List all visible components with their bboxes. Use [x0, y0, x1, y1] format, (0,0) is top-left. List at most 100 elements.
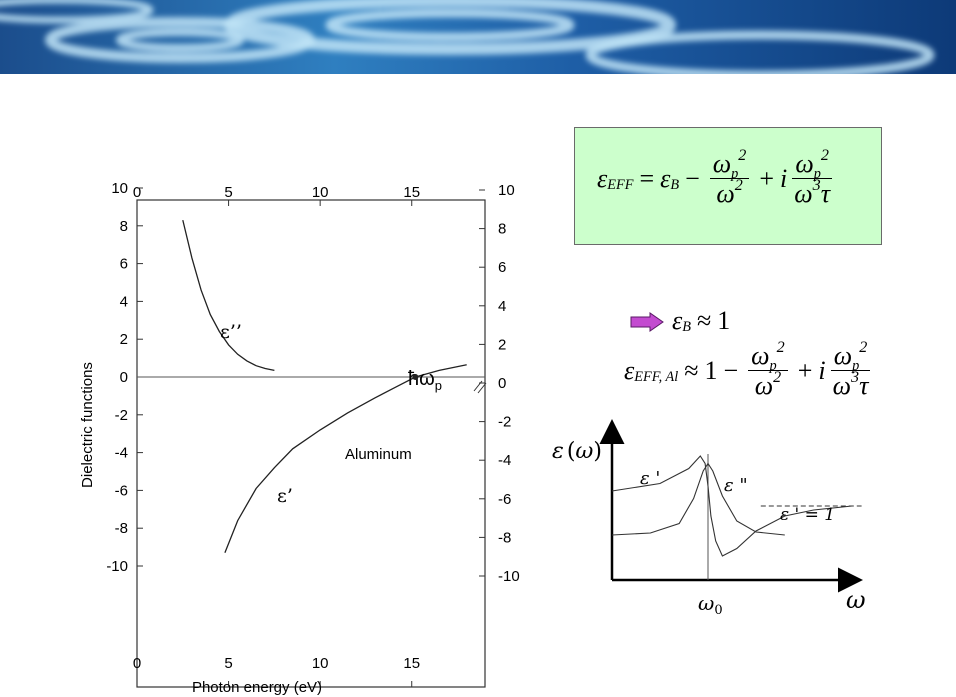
omega-symbol: ω	[716, 179, 735, 209]
approx-sign: ≈	[696, 306, 712, 335]
exponent: 2	[738, 146, 747, 164]
y-tick-label-left: 6	[120, 256, 128, 273]
x-tick-label-bottom: 0	[133, 655, 141, 672]
eps-eff-subscript: EFF	[607, 176, 634, 193]
y-tick-label-left: -8	[115, 520, 128, 537]
omega0-tick-label: ω0	[698, 591, 723, 618]
eps-symbol: ε	[552, 439, 564, 464]
plus-sign: +	[797, 355, 813, 385]
y-tick-label-right: 10	[498, 182, 515, 199]
y-tick-label-left: -6	[115, 482, 128, 499]
y-tick-label-right: -2	[498, 414, 511, 431]
omega-symbol: ω	[751, 341, 770, 370]
y-tick-label-left: 2	[120, 331, 128, 348]
eps-eff-symbol: ε	[597, 163, 608, 193]
inset-x-axis-label: ω	[846, 586, 866, 614]
eps-b-subscript: B	[682, 318, 691, 335]
damping-fraction: ωp 2 ω3τ	[830, 338, 872, 401]
main-chart: 0 0 5 5 10 10 15 15 10 10 8 8 6 6 4 4 2 2 0 0 -2 -2 -4 -4 -6 -6 -8…	[79, 180, 520, 696]
x-axis-label: Photon energy (eV)	[192, 679, 322, 696]
inset-y-axis-label: ε (ω)	[552, 439, 602, 464]
plus-sign: +	[759, 163, 775, 193]
y-tick-label-left: 8	[120, 218, 128, 235]
plasmon-symbol: ħω	[408, 368, 435, 390]
material-annotation: Aluminum	[345, 446, 412, 463]
tau-symbol: τ	[820, 179, 830, 209]
imaginary-unit: i	[818, 355, 826, 385]
omega-symbol: ω	[794, 179, 813, 209]
eps-eff-al-subscript: EFF, Al	[634, 368, 679, 385]
y-tick-label-left: 4	[120, 293, 128, 310]
inset-eps-double-prime-curve	[611, 462, 785, 536]
axis-break-mark	[473, 380, 487, 394]
y-tick-label-right: 4	[498, 298, 506, 315]
zero-subscript: 0	[714, 603, 722, 618]
inset-eps-prime-curve	[611, 455, 853, 557]
exponent: 2	[859, 338, 868, 356]
y-tick-label-right: 0	[498, 375, 506, 392]
y-axis-label: Dielectric functions	[79, 362, 96, 488]
x-tick-label-top: 15	[403, 184, 420, 201]
omega-symbol: ω	[795, 149, 814, 178]
omega-symbol: ω	[754, 371, 774, 401]
y-tick-label-right: 8	[498, 221, 506, 238]
plasma-fraction: ωp2 ω2	[709, 146, 750, 209]
x-tick-label-bottom: 10	[312, 655, 329, 672]
eps-b-symbol: ε	[660, 163, 671, 193]
p-subscript: p	[852, 358, 860, 375]
plasmon-subscript: p	[435, 378, 442, 393]
y-tick-label-right: -10	[498, 568, 520, 585]
y-tick-label-left: -2	[115, 407, 128, 424]
imaginary-unit: i	[780, 163, 788, 193]
exponent: 2	[734, 177, 743, 195]
right-arrow-icon	[630, 312, 664, 332]
omega-symbol: ω	[712, 149, 732, 178]
exponent: 3	[851, 369, 860, 387]
omega-symbol: ω	[575, 439, 593, 464]
minus-sign: −	[685, 163, 700, 193]
plasmon-point	[412, 374, 419, 380]
x-tick-label-top: 5	[224, 184, 232, 201]
tau-symbol: τ	[859, 371, 869, 401]
eps-b-subscript: B	[670, 176, 680, 193]
series-label-eps-double-prime: ε’’	[220, 321, 242, 343]
y-tick-label-left: -4	[115, 445, 128, 462]
eps-double-prime-curve	[182, 219, 275, 372]
series-label-eps-prime: ε’	[277, 485, 293, 507]
damping-fraction: ωp 2 ω3τ	[791, 146, 833, 209]
inset-series-label-eps-prime: ε '	[640, 468, 660, 489]
inset-limit-label: ε ' = 1	[780, 505, 835, 525]
resonance-inset-chart: ε (ω) ω ω0 ε ' ε " ε ' = 1	[552, 419, 866, 618]
one-value: 1	[717, 306, 731, 335]
plot-frame	[136, 199, 486, 688]
close-paren: )	[593, 439, 602, 464]
x-tick-label-top: 10	[312, 184, 329, 201]
exponent: 3	[812, 177, 821, 195]
y-tick-label-right: -8	[498, 529, 511, 546]
inset-series-label-eps-double-prime: ε "	[724, 475, 748, 496]
p-subscript: p	[731, 166, 739, 183]
x-tick-label-bottom: 15	[403, 655, 420, 672]
y-tick-label-left: 0	[120, 369, 128, 386]
y-tick-label-right: -4	[498, 452, 511, 469]
one-value: 1	[704, 355, 718, 385]
x-tick-label-top: 0	[133, 184, 141, 201]
exponent: 2	[820, 146, 829, 164]
p-subscript: p	[769, 358, 777, 375]
exponent: 2	[773, 369, 782, 387]
y-tick-label-right: 2	[498, 336, 506, 353]
plasmon-annotation: ħωp	[408, 368, 442, 393]
header-banner	[0, 0, 956, 74]
minus-sign: −	[723, 355, 739, 385]
equals-sign: =	[639, 163, 655, 193]
p-subscript: p	[813, 166, 821, 183]
exponent: 2	[776, 338, 785, 356]
open-paren: (	[567, 439, 576, 464]
approx-sign: ≈	[684, 355, 699, 385]
plasma-fraction: ωp2 ω2	[748, 338, 788, 401]
x-tick-label-bottom: 5	[224, 655, 232, 672]
eps-b-symbol: ε	[672, 306, 683, 335]
y-tick-label-right: -6	[498, 491, 511, 508]
